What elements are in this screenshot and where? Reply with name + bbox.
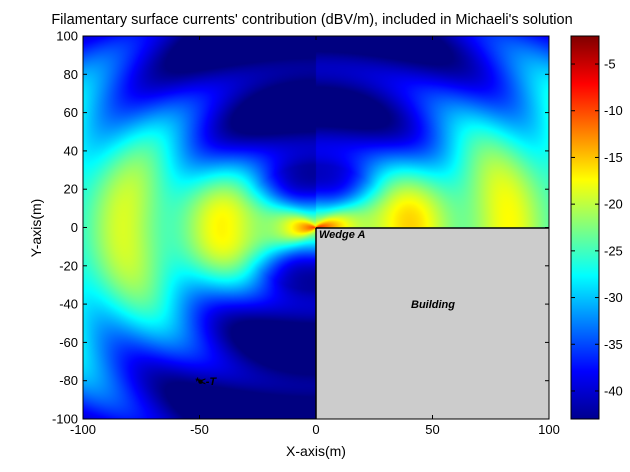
y-tick-label: -60 bbox=[59, 335, 78, 350]
colorbar-ticks: -5 -10 -15 -20 -25 -30 -35 -40 bbox=[571, 57, 623, 398]
y-tick-label: -20 bbox=[59, 258, 78, 273]
colorbar-tick-label: -10 bbox=[604, 103, 623, 118]
x-tick-label: 100 bbox=[538, 422, 560, 437]
x-tick-label: -100 bbox=[70, 422, 96, 437]
y-axis-label: Y-axis(m) bbox=[28, 199, 44, 258]
annotation-building: Building bbox=[411, 299, 455, 311]
y-tick-label: 60 bbox=[64, 105, 78, 120]
y-tick-label: 80 bbox=[64, 67, 78, 82]
x-tick-label: -50 bbox=[190, 422, 209, 437]
colorbar-tick-label: -25 bbox=[604, 243, 623, 258]
y-tick-label: 0 bbox=[71, 220, 78, 235]
annotation-transmitter: *<-T bbox=[195, 376, 217, 388]
y-tick-label: -80 bbox=[59, 373, 78, 388]
y-tick-label: -40 bbox=[59, 297, 78, 312]
y-tick-label: -100 bbox=[52, 412, 78, 427]
colorbar-tick-label: -15 bbox=[604, 150, 623, 165]
plot-area: Wedge A Building *<-T bbox=[82, 35, 550, 420]
colorbar-tick-label: -35 bbox=[604, 337, 623, 352]
y-tick-label: 40 bbox=[64, 143, 78, 158]
annotation-wedge-a: Wedge A bbox=[319, 229, 366, 241]
colorbar-tick-label: -30 bbox=[604, 290, 623, 305]
colorbar-gradient bbox=[570, 35, 600, 420]
colorbar-tick-label: -5 bbox=[604, 57, 616, 72]
chart-title: Filamentary surface currents' contributi… bbox=[51, 12, 572, 28]
y-tick-label: 100 bbox=[56, 29, 78, 44]
x-tick-label: 0 bbox=[312, 422, 319, 437]
colorbar-tick-label: -40 bbox=[604, 383, 623, 398]
x-axis-label: X-axis(m) bbox=[286, 443, 346, 459]
y-axis: 100 80 60 40 20 0 -20 -40 -60 -80 -100 bbox=[52, 29, 549, 427]
transmitter-marker bbox=[198, 379, 203, 384]
colorbar-tick-label: -20 bbox=[604, 197, 623, 212]
building-region bbox=[316, 228, 549, 419]
x-tick-label: 50 bbox=[425, 422, 439, 437]
colorbar: -5 -10 -15 -20 -25 -30 -35 -40 bbox=[570, 35, 623, 420]
y-tick-label: 20 bbox=[64, 182, 78, 197]
x-axis: -100 -50 0 50 100 bbox=[70, 36, 560, 437]
